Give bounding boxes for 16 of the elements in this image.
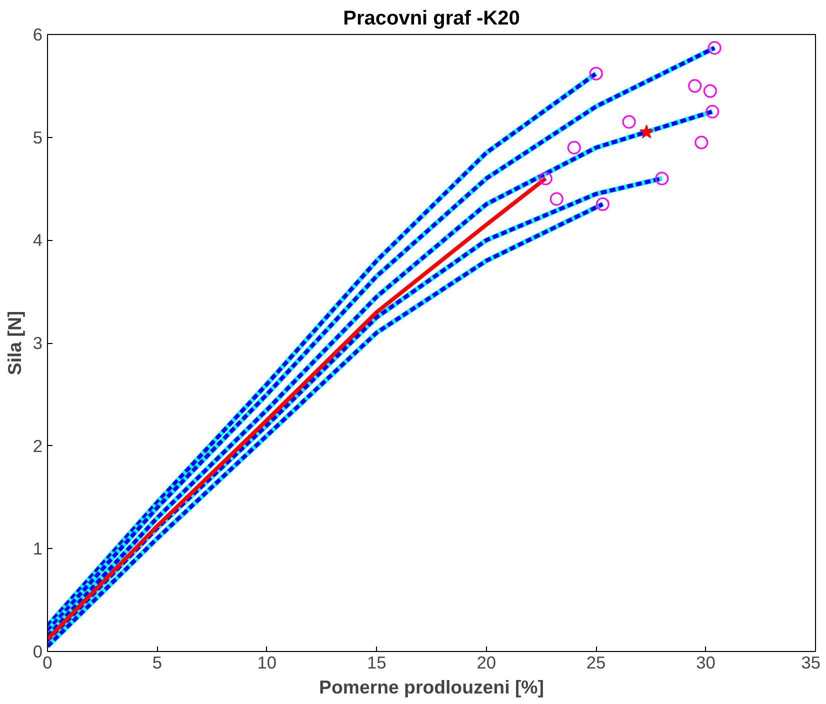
x-tick-label: 30 [696, 652, 716, 672]
x-tick-label: 25 [586, 652, 606, 672]
x-tick-label: 10 [257, 652, 277, 672]
y-tick-label: 3 [32, 333, 43, 353]
x-tick-label: 5 [152, 652, 162, 672]
y-tick-label: 1 [32, 538, 43, 559]
y-tick-label: 6 [32, 24, 43, 44]
y-tick-label: 4 [32, 230, 43, 250]
x-axis-title: Pomerne prodlouzeni [%] [319, 676, 544, 698]
x-tick-label: 15 [367, 652, 386, 672]
y-axis-title: Sila [N] [4, 310, 25, 376]
y-tick-label: 5 [32, 127, 43, 148]
y-tick-label: 2 [32, 436, 43, 456]
chart-title: Pracovni graf -K20 [343, 8, 520, 30]
x-tick-label: 20 [476, 652, 496, 672]
x-tick-label: 35 [801, 652, 821, 672]
